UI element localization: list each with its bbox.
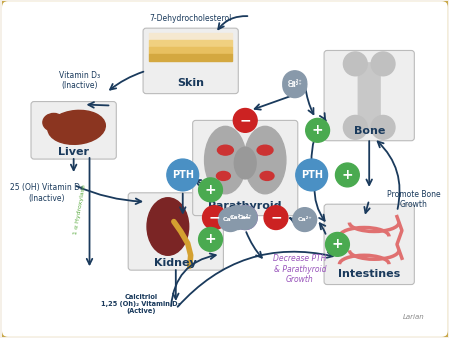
Ellipse shape (257, 145, 273, 155)
Circle shape (296, 159, 327, 191)
Ellipse shape (205, 126, 246, 194)
Ellipse shape (217, 145, 233, 155)
Text: −: − (270, 211, 282, 224)
Bar (149, 33, 232, 40)
FancyBboxPatch shape (324, 204, 414, 285)
Text: Ca²⁺: Ca²⁺ (230, 215, 245, 220)
Bar (149, 40, 232, 47)
Text: +: + (312, 123, 323, 137)
Circle shape (198, 178, 222, 202)
Text: −: − (239, 114, 251, 127)
Text: Calcitriol
1,25 (Oh)₂ Vitamin D₃
(Active): Calcitriol 1,25 (Oh)₂ Vitamin D₃ (Active… (101, 294, 181, 314)
Circle shape (233, 206, 257, 230)
Circle shape (293, 208, 317, 232)
Text: PTH: PTH (172, 170, 194, 180)
Circle shape (219, 208, 242, 232)
Text: Parathyroid: Parathyroid (208, 201, 282, 211)
Text: Decrease PTH
& Parathyroid
Growth: Decrease PTH & Parathyroid Growth (273, 254, 326, 284)
Ellipse shape (48, 111, 106, 144)
Ellipse shape (234, 147, 256, 179)
Text: Vitamin D₃
(Inactive): Vitamin D₃ (Inactive) (59, 71, 100, 91)
Ellipse shape (43, 114, 65, 131)
Text: −: − (239, 211, 251, 224)
Text: Promote Bone
Growth: Promote Bone Growth (387, 190, 440, 210)
Text: 1 α Hydroxylase: 1 α Hydroxylase (73, 184, 87, 235)
FancyBboxPatch shape (193, 120, 298, 216)
Circle shape (335, 163, 359, 187)
Text: Intestines: Intestines (338, 269, 401, 279)
Circle shape (283, 71, 307, 95)
Text: Kidney: Kidney (154, 258, 197, 268)
FancyBboxPatch shape (31, 101, 116, 159)
Ellipse shape (147, 198, 189, 255)
Text: −: − (209, 211, 220, 224)
Text: PTH: PTH (301, 170, 323, 180)
Text: +: + (205, 233, 216, 246)
Circle shape (283, 74, 307, 98)
Circle shape (343, 52, 367, 76)
Ellipse shape (216, 171, 230, 180)
Text: Ca²⁺: Ca²⁺ (287, 83, 302, 88)
Ellipse shape (244, 126, 286, 194)
FancyBboxPatch shape (128, 193, 224, 270)
Ellipse shape (260, 171, 274, 180)
Circle shape (371, 52, 395, 76)
Text: Ca²⁺: Ca²⁺ (223, 217, 238, 222)
Circle shape (225, 206, 249, 230)
Circle shape (306, 118, 330, 142)
Text: Skin: Skin (177, 78, 204, 88)
FancyBboxPatch shape (143, 28, 238, 94)
Circle shape (233, 108, 257, 132)
Text: Ca²⁺: Ca²⁺ (287, 80, 302, 85)
Circle shape (198, 227, 222, 251)
Text: 25 (OH) Vitamin D₃
(Inactive): 25 (OH) Vitamin D₃ (Inactive) (10, 183, 84, 202)
Circle shape (202, 206, 226, 230)
Text: Larian: Larian (403, 314, 425, 320)
Circle shape (326, 233, 349, 256)
FancyBboxPatch shape (324, 50, 414, 141)
Text: +: + (205, 183, 216, 197)
Text: Ca²⁺: Ca²⁺ (238, 215, 252, 220)
Circle shape (371, 116, 395, 139)
Circle shape (167, 159, 198, 191)
Bar (149, 47, 232, 54)
Text: +: + (342, 168, 353, 182)
Circle shape (343, 116, 367, 139)
FancyBboxPatch shape (358, 63, 380, 128)
Circle shape (233, 206, 257, 230)
Text: Bone: Bone (353, 126, 385, 136)
Text: 7-Dehydrocholesterol: 7-Dehydrocholesterol (150, 14, 232, 23)
Circle shape (264, 206, 288, 230)
Text: +: + (332, 237, 343, 251)
Text: Liver: Liver (58, 147, 89, 157)
Text: Ca²⁺: Ca²⁺ (297, 217, 312, 222)
Bar (149, 54, 232, 61)
